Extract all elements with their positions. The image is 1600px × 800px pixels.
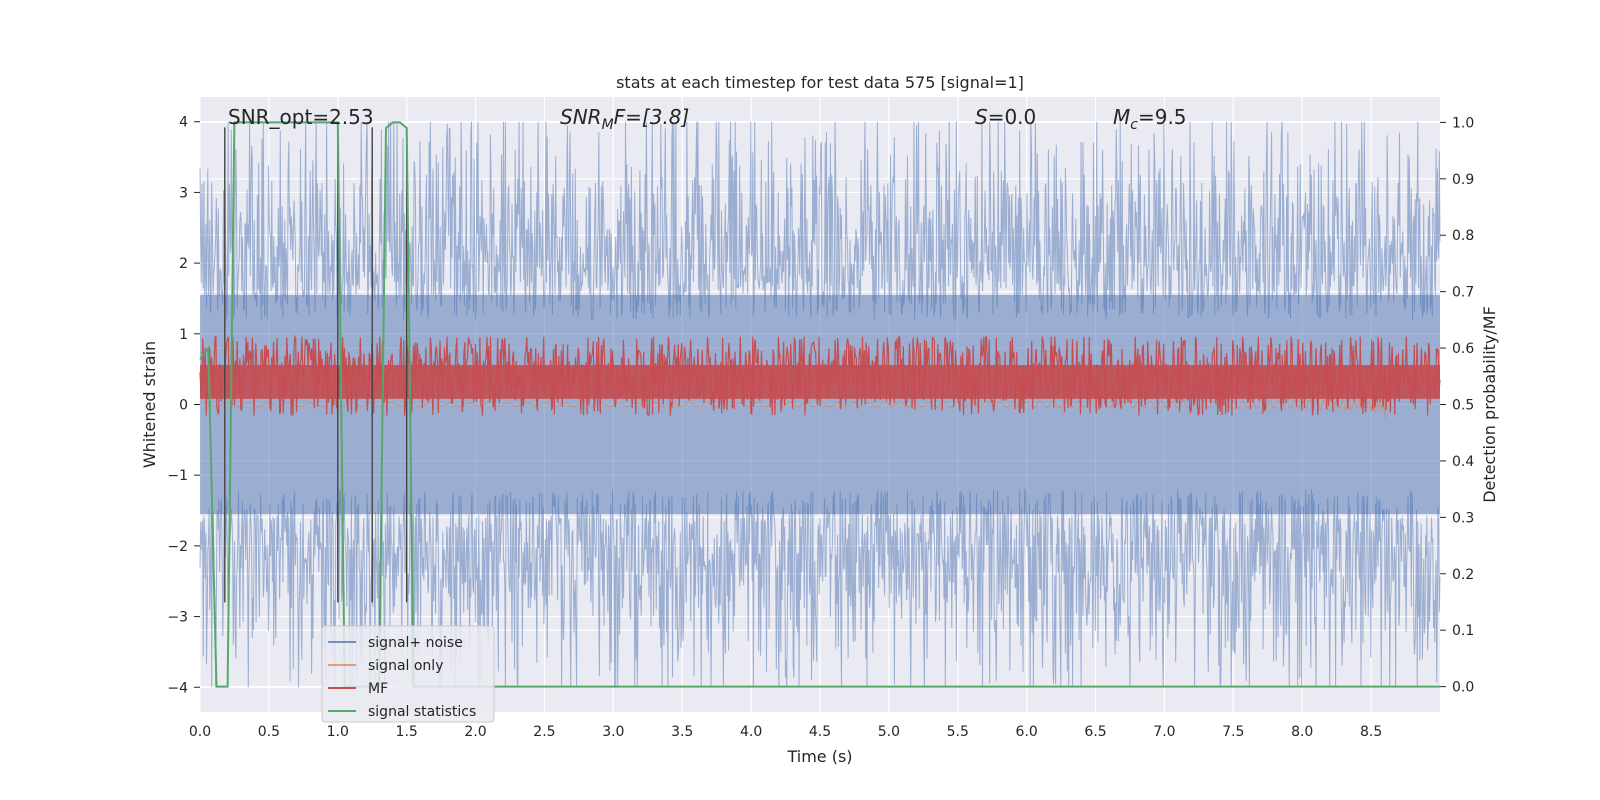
- y-tick-label: 2: [179, 256, 188, 272]
- annotation-mc-sub: c: [1130, 117, 1138, 133]
- y-right-tick-label: 0.4: [1452, 454, 1474, 470]
- y-right-tick-label: 0.5: [1452, 398, 1474, 414]
- axis-ticks: 0.0 0.5 1.0 1.5 2.0 2.5 3.0 3.5 4.0 4.5 5.0 5.5 6.0 6…: [167, 115, 1474, 740]
- legend-entry: signal only: [368, 658, 443, 674]
- y-tick-label: 4: [179, 115, 188, 131]
- y-axis-label: Whitened strain: [140, 341, 159, 468]
- annotation-snr-mf: SNRMF=[3.8]: [560, 105, 689, 133]
- x-tick-label: 3.0: [602, 724, 624, 740]
- y-tick-label: 1: [179, 327, 188, 343]
- y-tick-label: −3: [167, 610, 188, 626]
- x-tick-label: 1.5: [396, 724, 418, 740]
- y-right-tick-label: 0.3: [1452, 510, 1474, 526]
- x-tick-label: 6.5: [1084, 724, 1106, 740]
- annotation-snr-mf-sub: M: [602, 117, 614, 133]
- x-tick-label: 2.0: [464, 724, 486, 740]
- x-tick-label: 0.0: [189, 724, 211, 740]
- annotation-s: S=0.0: [975, 105, 1036, 129]
- x-tick-label: 3.5: [671, 724, 693, 740]
- x-tick-label: 8.0: [1291, 724, 1313, 740]
- vertical-markers: [224, 127, 408, 603]
- x-axis-label: Time (s): [786, 747, 852, 766]
- annotation-s-rest: =0.0: [988, 105, 1037, 129]
- legend: signal+ noise signal only MF signal statist…: [321, 625, 495, 723]
- legend-box: [321, 625, 495, 723]
- y-right-tick-label: 0.9: [1452, 172, 1474, 188]
- annotation-snr-mf-main: SNR: [560, 105, 602, 129]
- y-tick-label: 3: [179, 185, 188, 201]
- x-tick-label: 8.5: [1360, 724, 1382, 740]
- y-tick-label: −1: [167, 468, 188, 484]
- x-tick-label: 5.0: [878, 724, 900, 740]
- y-right-tick-label: 0.7: [1452, 285, 1474, 301]
- x-tick-label: 4.5: [809, 724, 831, 740]
- x-tick-label: 7.0: [1153, 724, 1175, 740]
- annotation-snr-opt: SNR_opt=2.53: [228, 105, 374, 129]
- annotation-s-main: S: [975, 105, 988, 129]
- annotation-mc-main: M: [1113, 105, 1130, 129]
- annotation-snr-mf-rest: F=[3.8]: [614, 105, 690, 129]
- y-right-tick-label: 0.2: [1452, 567, 1474, 583]
- x-tick-label: 1.0: [327, 724, 349, 740]
- x-tick-label: 0.5: [258, 724, 280, 740]
- y-right-tick-label: 0.8: [1452, 228, 1474, 244]
- x-tick-label: 7.5: [1222, 724, 1244, 740]
- annotation-mc: Mc=9.5: [1113, 105, 1187, 133]
- y-tick-label: −4: [167, 680, 188, 696]
- annotation-mc-rest: =9.5: [1138, 105, 1187, 129]
- y-right-tick-label: 0.0: [1452, 680, 1474, 696]
- x-tick-label: 6.0: [1016, 724, 1038, 740]
- legend-entry: MF: [368, 681, 388, 697]
- x-tick-label: 4.0: [740, 724, 762, 740]
- y-right-tick-label: 1.0: [1452, 115, 1474, 131]
- y-right-tick-label: 0.1: [1452, 623, 1474, 639]
- chart-title: stats at each timestep for test data 575…: [616, 73, 1024, 92]
- x-tick-label: 2.5: [533, 724, 555, 740]
- legend-entry: signal statistics: [368, 704, 476, 720]
- y-axis-right-label: Detection probability/MF: [1480, 306, 1499, 503]
- y-tick-label: −2: [167, 539, 188, 555]
- y-tick-label: 0: [179, 398, 188, 414]
- x-tick-label: 5.5: [947, 724, 969, 740]
- y-right-tick-label: 0.6: [1452, 341, 1474, 357]
- legend-entry: signal+ noise: [368, 635, 463, 651]
